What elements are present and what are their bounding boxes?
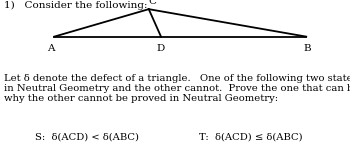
Text: D: D bbox=[156, 44, 164, 53]
Text: 1)   Consider the following:: 1) Consider the following: bbox=[4, 1, 147, 10]
Text: A: A bbox=[47, 44, 55, 53]
Text: in Neutral Geometry and the other cannot.  Prove the one that can be proved and : in Neutral Geometry and the other cannot… bbox=[4, 84, 350, 93]
Text: Let δ denote the defect of a triangle.   One of the following two statements can: Let δ denote the defect of a triangle. O… bbox=[4, 74, 350, 83]
Text: C: C bbox=[149, 0, 156, 6]
Text: why the other cannot be proved in Neutral Geometry:: why the other cannot be proved in Neutra… bbox=[4, 94, 278, 103]
Text: T:  δ(ACD) ≤ δ(ABC): T: δ(ACD) ≤ δ(ABC) bbox=[199, 133, 303, 142]
Text: B: B bbox=[303, 44, 311, 53]
Text: S:  δ(ACD) < δ(ABC): S: δ(ACD) < δ(ABC) bbox=[35, 133, 139, 142]
